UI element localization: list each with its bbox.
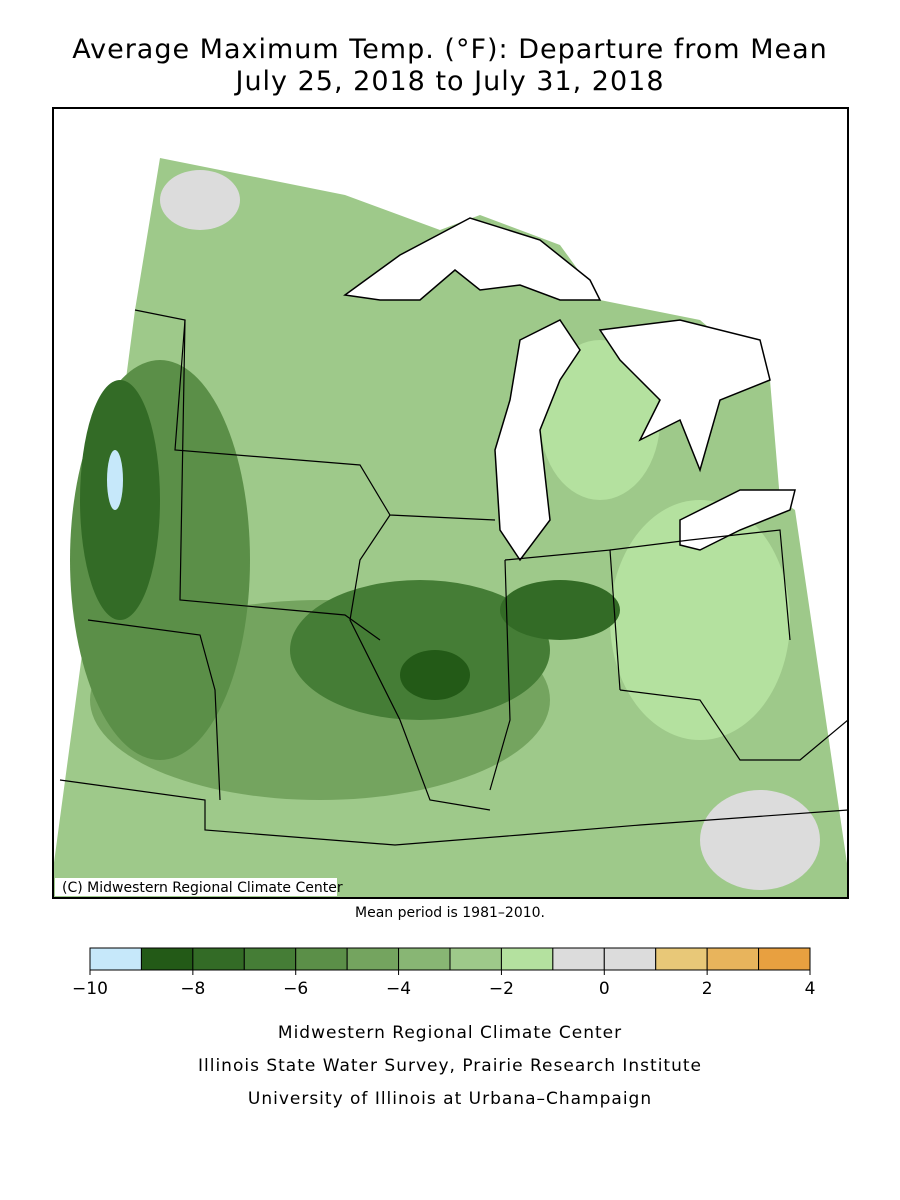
lake-huron [598,319,771,473]
tick-label: 2 [702,979,713,999]
legend-bin [758,947,811,971]
tick-label: −10 [72,979,108,999]
legend-bin [655,947,708,971]
legend-bin [295,947,348,971]
lake-erie [679,489,796,551]
anomaly-area [500,580,620,640]
legend-bin [449,947,502,971]
tick-label: −8 [180,979,205,999]
title: Average Maximum Temp. (°F): Departure fr… [72,34,828,65]
anomaly-area [400,650,470,700]
copyright-box [55,878,337,896]
note: Mean period is 1981–2010. [355,905,545,921]
anomaly-area [290,580,550,720]
credit: Midwestern Regional Climate Center [278,1023,622,1043]
anomaly-area [540,340,660,500]
legend: −10 −8 −6 −4 −2 0 2 4 [72,947,816,999]
legend-bin [346,947,400,971]
map-frame [52,107,849,899]
credit: Illinois State Water Survey, Prairie Res… [198,1056,702,1076]
anomaly-area [160,170,240,230]
lake-michigan [494,319,581,562]
tick-label: 4 [805,979,816,999]
credit: University of Illinois at Urbana–Champai… [248,1089,652,1109]
map: (C) Midwestern Regional Climate Center [52,107,849,899]
legend-bin [500,947,554,971]
tick-label: −4 [386,979,411,999]
state-borders [59,309,848,846]
anomaly-area [107,450,123,510]
tick-label: 0 [599,979,610,999]
copyright: (C) Midwestern Regional Climate Center [62,880,343,896]
legend-bin [603,947,657,971]
legend-bin [398,947,451,971]
legend-bin [243,947,297,971]
legend-bin [706,947,760,971]
legend-bin [140,947,194,971]
legend-bin [552,947,605,971]
subtitle: July 25, 2018 to July 31, 2018 [233,66,664,97]
lake-superior [343,217,602,301]
legend-bin [89,947,142,971]
tick-label: −6 [283,979,308,999]
anomaly-area [610,500,790,740]
tick-label: −2 [489,979,514,999]
anomaly-area [700,790,820,890]
legend-bin [192,947,245,971]
